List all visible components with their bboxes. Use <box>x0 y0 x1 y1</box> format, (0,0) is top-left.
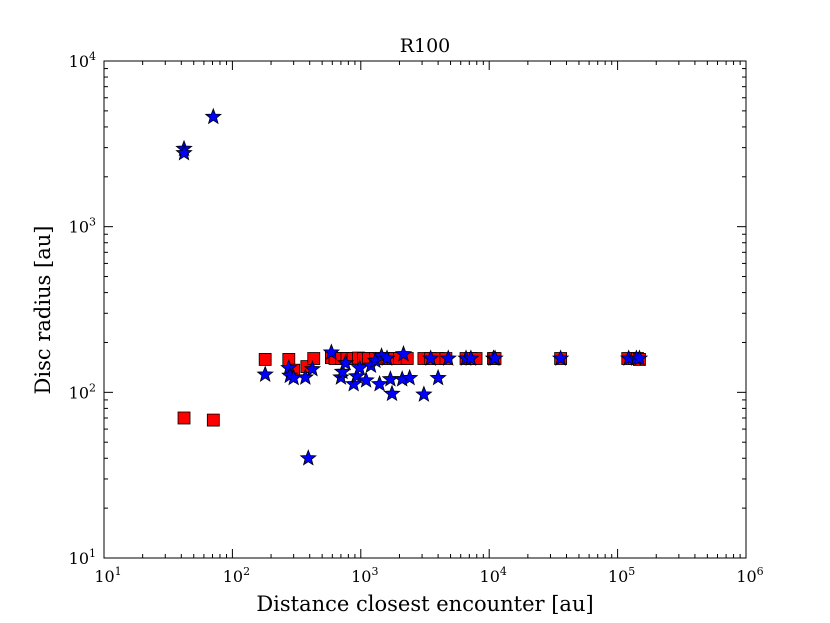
star-marker <box>383 384 401 402</box>
star-marker <box>296 368 315 385</box>
square-marker <box>206 413 220 427</box>
star-marker <box>303 360 322 377</box>
tick-label-exponent: 4 <box>89 50 96 63</box>
x-tick-label: 104 <box>480 565 507 586</box>
star-marker <box>421 349 440 366</box>
x-tick-label: 105 <box>608 565 635 586</box>
star-marker <box>630 349 649 366</box>
tick-label-base: 10 <box>69 218 89 237</box>
tick-label-base: 10 <box>608 567 628 586</box>
tick-label-base: 10 <box>94 567 114 586</box>
tick-label-exponent: 3 <box>371 565 378 578</box>
x-tick-label: 103 <box>351 565 378 586</box>
square-marker <box>258 353 272 366</box>
y-tick-label: 103 <box>69 216 96 237</box>
star-marker <box>429 368 447 386</box>
star-marker <box>394 345 413 362</box>
star-marker <box>439 349 457 366</box>
tick-label-base: 10 <box>223 567 243 586</box>
y-axis-title: Disc radius [au] <box>31 226 55 395</box>
star-marker <box>256 365 274 382</box>
tick-label-base: 10 <box>69 52 89 71</box>
tick-label-base: 10 <box>69 383 89 402</box>
x-tick-label: 102 <box>223 565 250 586</box>
plot-area <box>103 60 747 559</box>
star-marker <box>415 385 433 402</box>
tick-label-exponent: 5 <box>628 565 635 578</box>
tick-label-exponent: 2 <box>89 381 96 394</box>
tick-label-base: 10 <box>480 567 500 586</box>
x-axis-title: Distance closest encounter [au] <box>256 592 593 616</box>
tick-label-exponent: 4 <box>500 565 507 578</box>
star-marker <box>204 107 222 125</box>
star-marker <box>462 349 480 366</box>
star-marker <box>400 368 419 386</box>
tick-label-exponent: 1 <box>89 547 96 560</box>
star-marker <box>370 375 389 392</box>
tick-label-base: 10 <box>69 549 89 568</box>
tick-label-exponent: 1 <box>115 565 122 578</box>
star-marker <box>357 371 375 388</box>
y-tick-label: 104 <box>69 50 96 71</box>
tick-label-exponent: 3 <box>89 216 96 229</box>
y-tick-label: 101 <box>69 547 96 568</box>
star-marker <box>322 343 341 360</box>
square-marker <box>307 352 321 365</box>
star-marker <box>299 449 317 466</box>
star-marker <box>281 366 299 384</box>
square-marker <box>177 411 191 425</box>
tick-label-base: 10 <box>736 567 756 586</box>
tick-label-base: 10 <box>351 567 371 586</box>
star-marker <box>175 143 193 161</box>
x-tick-label: 106 <box>736 565 763 586</box>
star-marker <box>350 358 369 376</box>
star-marker <box>486 349 504 366</box>
chart-title: R100 <box>400 35 451 57</box>
star-marker <box>378 349 396 366</box>
x-tick-label: 101 <box>94 565 121 586</box>
star-marker <box>333 362 352 380</box>
star-marker <box>336 354 355 371</box>
data-points <box>175 107 649 466</box>
tick-label-exponent: 2 <box>243 565 250 578</box>
tick-label-exponent: 6 <box>757 565 764 578</box>
star-marker <box>551 349 570 366</box>
y-tick-label: 102 <box>69 381 96 402</box>
